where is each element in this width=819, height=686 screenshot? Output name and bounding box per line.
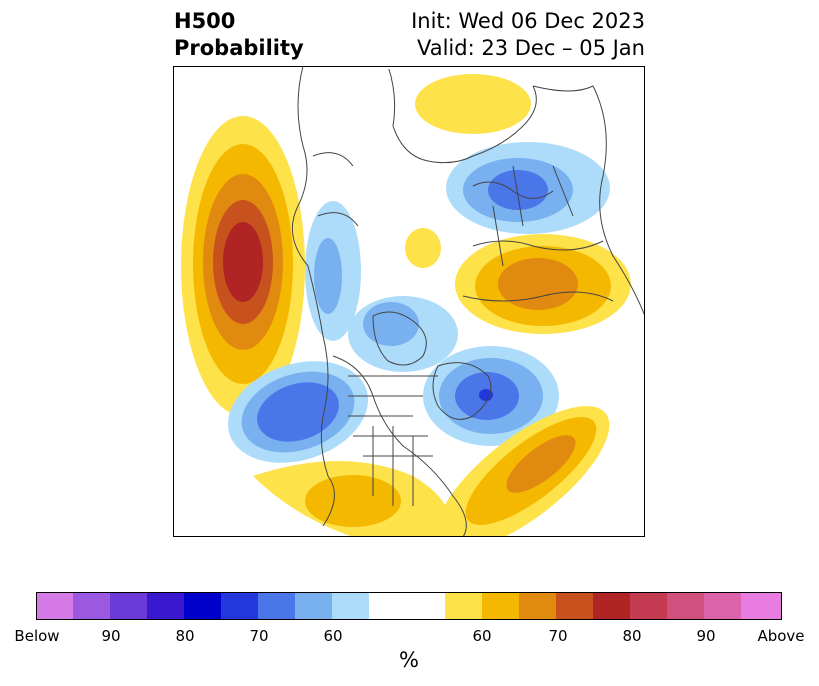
colorbar-segment <box>221 592 258 620</box>
coastlines <box>291 66 645 537</box>
colorbar-segment <box>667 592 704 620</box>
colorbar-segment <box>258 592 295 620</box>
colorbar-segment <box>369 592 445 620</box>
colorbar-segment <box>110 592 147 620</box>
colorbar-segment <box>482 592 519 620</box>
colorbar-border <box>36 592 782 620</box>
colorbar <box>36 592 782 620</box>
colorbar-tick-label: 60 <box>323 627 343 645</box>
colorbar-segment <box>295 592 332 620</box>
anomaly-south-us-above <box>253 461 449 537</box>
colorbar-segment <box>147 592 184 620</box>
colorbar-tick-label: Above <box>757 627 805 645</box>
init-date: Init: Wed 06 Dec 2023 <box>411 9 645 33</box>
anomaly-arctic-above <box>405 228 441 268</box>
anomaly-nw-atlantic-above <box>436 406 610 537</box>
colorbar-tick-label: 80 <box>622 627 642 645</box>
colorbar-tick-label: 70 <box>548 627 568 645</box>
anomaly-siberia-above <box>455 234 631 334</box>
colorbar-segment <box>630 592 667 620</box>
colorbar-tick-label: Below <box>14 627 60 645</box>
colorbar-segment <box>519 592 556 620</box>
colorbar-segment <box>704 592 741 620</box>
colorbar-tick-label: 60 <box>472 627 492 645</box>
anomaly-europe-below <box>446 142 610 234</box>
colorbar-segment <box>332 592 369 620</box>
probability-map <box>173 66 645 537</box>
anomaly-east-canada-below <box>423 346 559 446</box>
colorbar-tick-label: 70 <box>249 627 269 645</box>
colorbar-segment <box>593 592 630 620</box>
forecast-dates: Init: Wed 06 Dec 2023 Valid: 23 Dec – 05… <box>411 8 645 62</box>
anomaly-arctic-below <box>348 296 458 372</box>
colorbar-tick-label: 80 <box>175 627 195 645</box>
colorbar-segment <box>73 592 110 620</box>
anomaly-west-canada-below <box>227 201 369 463</box>
title-line-1: H500 <box>174 9 236 33</box>
colorbar-tick-label: 90 <box>101 627 121 645</box>
anomaly-north-pacific-above <box>181 116 305 416</box>
colorbar-segment <box>741 592 782 620</box>
title-line-2: Probability <box>174 36 304 60</box>
colorbar-segment <box>184 592 221 620</box>
valid-period: Valid: 23 Dec – 05 Jan <box>416 36 645 60</box>
colorbar-tick-label: 90 <box>696 627 716 645</box>
colorbar-segment <box>36 592 73 620</box>
anomaly-north-africa-above <box>415 74 531 134</box>
colorbar-segment <box>445 592 482 620</box>
colorbar-segment <box>556 592 593 620</box>
colorbar-unit: % <box>399 648 419 672</box>
chart-title: H500 Probability <box>174 8 304 62</box>
